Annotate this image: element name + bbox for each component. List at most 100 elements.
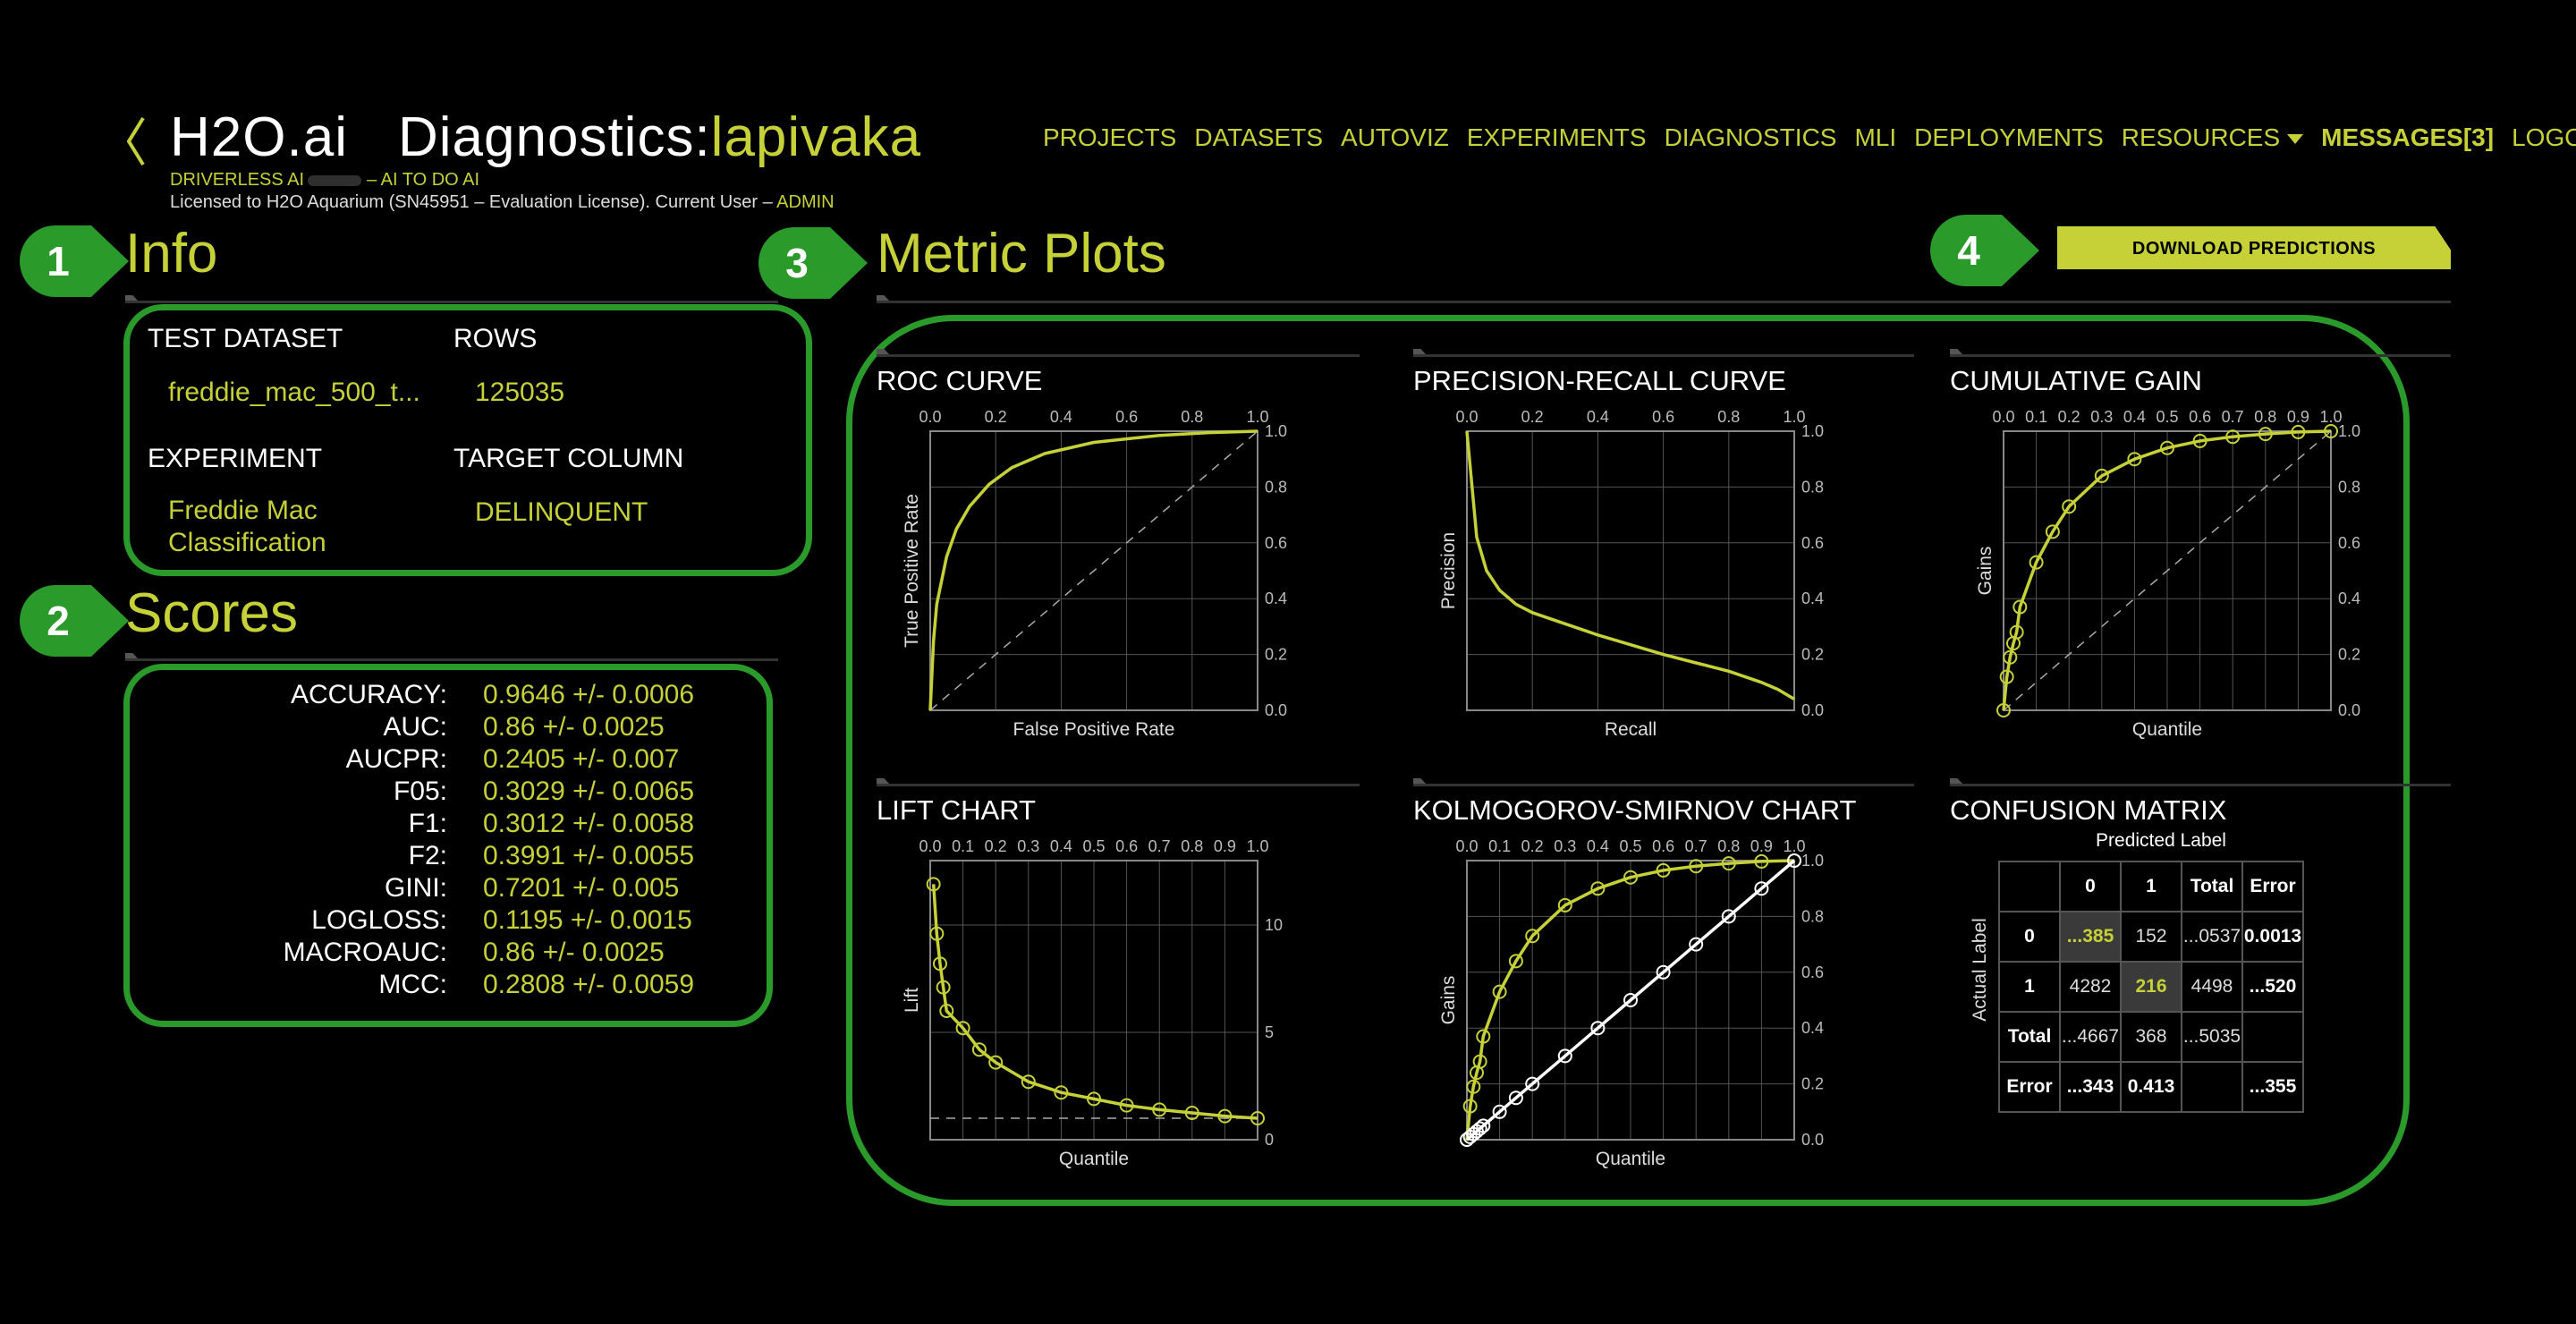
cm-cell: ...0537: [2181, 911, 2243, 963]
x-tick-label: 0.1: [952, 837, 974, 855]
product-tagline: – AI TO DO AI: [367, 170, 480, 190]
x-tick-label: 0.8: [1181, 837, 1203, 855]
series-line-1: [1465, 859, 1795, 1141]
y-tick-label: 0.2: [1801, 1075, 1824, 1093]
data-point: [1689, 937, 1704, 952]
x-tick-label: 0.0: [919, 408, 941, 426]
roc-chart: 0.0 0.2 0.4 0.6 0.8 1.0 0.0 0.2 0.4 0.6 0.8 1.0 Fals…: [902, 408, 1287, 740]
metric-plots-heading: Metric Plots: [877, 223, 1166, 284]
score-value: 0.1195 +/- 0.0015: [483, 905, 692, 935]
download-predictions-button[interactable]: DOWNLOAD PREDICTIONS: [2057, 226, 2451, 269]
nav-deployments[interactable]: DEPLOYMENTS: [1914, 123, 2104, 151]
x-tick-label: 1.0: [1783, 408, 1805, 426]
callout-badge-2: 2: [20, 585, 129, 657]
brand-logo[interactable]: H2O.ai: [170, 106, 348, 168]
experiment-label: EXPERIMENT: [148, 444, 323, 473]
data-point: [1557, 897, 1572, 912]
y-tick-label: 0.0: [2338, 701, 2360, 719]
y-tick-label: 1.0: [2338, 422, 2360, 440]
x-axis-label: False Positive Rate: [1013, 719, 1175, 740]
cm-cell: 4498: [2181, 961, 2243, 1013]
nav-logout[interactable]: LOGOUT: [2512, 123, 2576, 151]
data-point: [1754, 881, 1769, 896]
cm-cell: 1: [1998, 961, 2061, 1013]
data-point: [936, 980, 951, 995]
test-dataset-label: TEST DATASET: [148, 324, 343, 353]
target-column-label: TARGET COLUMN: [453, 444, 684, 473]
x-tick-label: 0.0: [1455, 837, 1478, 855]
cm-header-row: 0 1 Total Error: [1998, 861, 2304, 912]
x-tick-label: 0.0: [1455, 408, 1478, 426]
x-tick-label: 0.6: [2189, 408, 2211, 426]
x-tick-label: 0.5: [2156, 408, 2178, 426]
cm-cell: 368: [2120, 1011, 2182, 1063]
cm-cell: 0.0013: [2241, 911, 2304, 963]
plot-frame: [1466, 430, 1795, 711]
y-tick-label: 0.0: [1801, 701, 1824, 719]
y-tick-label: 0.0: [1265, 701, 1287, 719]
ks-chart: 0.0 0.1 0.2 0.3 0.4 0.5 0.6 0.7 0.8 0.9 1.0 0.0 0.2 0…: [1438, 837, 1824, 1169]
callout-badge-3: 3: [758, 227, 868, 299]
pr-chart-title: PRECISION-RECALL CURVE: [1413, 365, 1786, 396]
x-tick-label: 0.4: [1587, 837, 1609, 855]
data-point: [2291, 424, 2306, 439]
test-dataset-value[interactable]: freddie_mac_500_t...: [168, 378, 420, 407]
data-point: [1721, 856, 1736, 871]
y-tick-label: 0.8: [1801, 478, 1824, 496]
nav-messages[interactable]: MESSAGES[3]: [2321, 123, 2495, 151]
back-chevron-icon[interactable]: [125, 115, 147, 173]
cm-cell: ...355: [2241, 1061, 2304, 1113]
predicted-label-axis: Predicted Label: [2096, 830, 2226, 851]
nav-resources-label: RESOURCES: [2121, 123, 2281, 151]
y-tick-label: 1.0: [1801, 852, 1824, 870]
chart-rule: [1413, 354, 1914, 357]
cm-cell: Total: [2181, 861, 2243, 912]
license-text: Licensed to H2O Aquarium (SN45951 – Eval…: [170, 192, 773, 212]
data-point: [955, 1021, 970, 1036]
nav-mli[interactable]: MLI: [1854, 123, 1897, 151]
nav-projects[interactable]: PROJECTS: [1043, 123, 1177, 151]
y-tick-label: 1.0: [1801, 422, 1824, 440]
series-line-1: [928, 429, 1258, 711]
data-point: [1508, 954, 1523, 969]
data-point: [2324, 424, 2338, 438]
data-point: [1721, 909, 1736, 924]
data-point: [2160, 440, 2174, 455]
data-point: [1021, 1074, 1036, 1090]
plot-frame: [929, 430, 1258, 711]
score-name: LOGLOSS:: [311, 905, 447, 935]
y-tick-label: 0.8: [2338, 478, 2360, 496]
diagonal-reference-line: [929, 430, 1258, 711]
y-axis-label: Gains: [1975, 547, 1996, 596]
cm-cell: [2241, 1011, 2304, 1063]
info-heading: Info: [125, 223, 218, 284]
nav-resources[interactable]: RESOURCES: [2121, 123, 2304, 152]
top-nav: PROJECTS DATASETS AUTOVIZ EXPERIMENTS DI…: [1043, 123, 2576, 152]
data-point: [1472, 1121, 1487, 1136]
score-name: F2:: [408, 841, 447, 870]
x-tick-label: 0.9: [2287, 408, 2309, 426]
gain-chart-title: CUMULATIVE GAIN: [1950, 365, 2202, 396]
data-point: [2094, 468, 2109, 483]
data-point: [1525, 1076, 1540, 1091]
data-point: [1623, 870, 1638, 885]
confusion-matrix-table: 0 1 Total Error 0 ...385 152 ...0537 0.0…: [1998, 861, 2304, 1113]
x-tick-label: 1.0: [1783, 837, 1805, 855]
data-point: [1656, 862, 1671, 878]
experiment-value-line1[interactable]: Freddie Mac: [168, 496, 318, 525]
score-value: 0.3991 +/- 0.0055: [483, 841, 695, 870]
x-tick-label: 0.8: [1717, 837, 1740, 855]
nav-diagnostics[interactable]: DIAGNOSTICS: [1664, 123, 1837, 151]
x-tick-label: 0.3: [2090, 408, 2113, 426]
cm-cell: ...343: [2059, 1061, 2122, 1113]
nav-experiments[interactable]: EXPERIMENTS: [1466, 123, 1647, 151]
nav-datasets[interactable]: DATASETS: [1194, 123, 1324, 151]
cm-cell: 1: [2120, 861, 2182, 912]
data-point: [1152, 1102, 1167, 1117]
data-point: [926, 877, 941, 892]
chart-rule: [1413, 784, 1914, 786]
experiment-value-line2[interactable]: Classification: [168, 528, 326, 557]
score-name: F05:: [393, 777, 447, 806]
nav-autoviz[interactable]: AUTOVIZ: [1341, 123, 1449, 151]
info-panel: [123, 304, 812, 576]
